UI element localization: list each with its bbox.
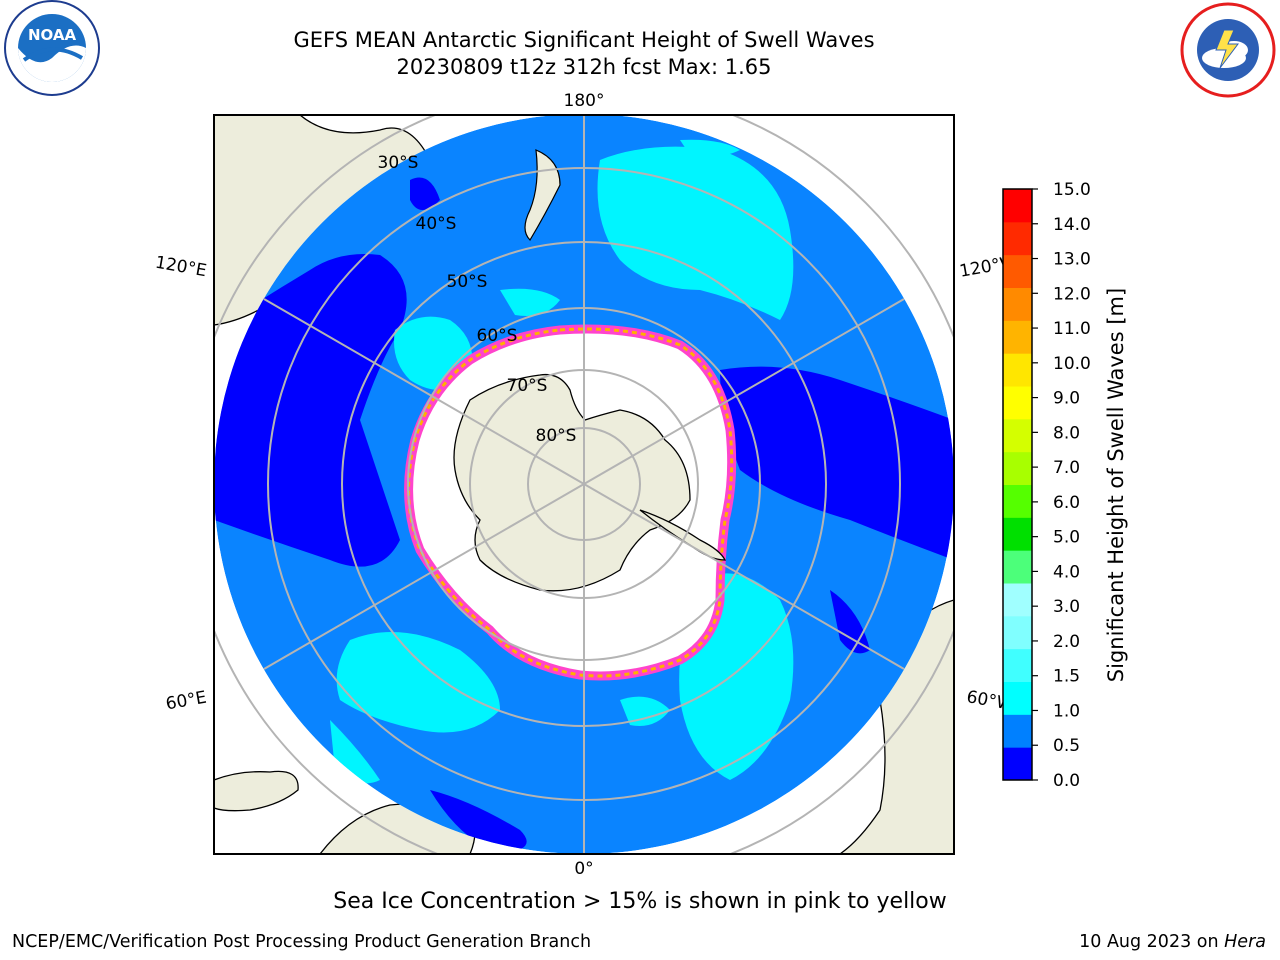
low-swell-pacific-sector — [720, 366, 954, 560]
colorbar-tick-label: 2.0 — [1053, 632, 1080, 652]
footer-host: Hera — [1224, 932, 1266, 952]
colorbar-tick-label: 8.0 — [1053, 423, 1080, 443]
lat-label-50s: 50°S — [447, 272, 488, 292]
sea-ice-edge-high — [407, 327, 734, 678]
colorbar-segment — [1003, 254, 1032, 288]
lat-label-40s: 40°S — [416, 214, 457, 234]
mid-swell-south-indian — [336, 632, 500, 733]
map-frame — [213, 114, 955, 855]
new-zealand-land — [524, 149, 561, 241]
colorbar-segment — [1003, 583, 1032, 617]
chart-subtitle: 20230809 t12z 312h fcst Max: 1.65 — [396, 55, 772, 79]
colorbar-segment — [1003, 517, 1032, 551]
colorbar-tick-label: 7.0 — [1053, 458, 1080, 478]
colorbar-tick-label: 13.0 — [1053, 250, 1091, 270]
chart-title: GEFS MEAN Antarctic Significant Height o… — [293, 28, 875, 52]
footer-date: 10 Aug 2023 on Hera — [1079, 932, 1266, 952]
colorbar-segment — [1003, 484, 1032, 518]
noaa-logo-icon: NOAA — [4, 0, 100, 96]
colorbar-tick-label: 6.0 — [1053, 493, 1080, 513]
colorbar-segment — [1003, 550, 1032, 584]
lon-label-180: 180° — [564, 91, 605, 111]
footer-date-text: 10 Aug 2023 on — [1079, 932, 1225, 952]
colorbar-segment — [1003, 714, 1032, 748]
colorbar-segment — [1003, 287, 1032, 321]
lon-label-60e: 60°E — [164, 688, 208, 715]
footer-branch: NCEP/EMC/Verification Post Processing Pr… — [12, 932, 592, 952]
sea-ice-note: Sea Ice Concentration > 15% is shown in … — [333, 889, 947, 914]
colorbar-segment — [1003, 353, 1032, 387]
nws-logo-icon — [1180, 2, 1276, 98]
colorbar-segment — [1003, 747, 1032, 781]
colorbar-segment — [1003, 386, 1032, 420]
colorbar-tick-label: 1.5 — [1053, 667, 1080, 687]
colorbar-segment — [1003, 189, 1032, 223]
colorbar-frame — [1002, 188, 1033, 781]
antarctica-land — [453, 373, 691, 592]
graticule — [214, 115, 954, 854]
colorbar-tick-label: 0.5 — [1053, 736, 1080, 756]
colorbar-tick-label: 15.0 — [1053, 180, 1091, 200]
lat-label-80s: 80°S — [536, 426, 577, 446]
low-swell-indian-ocean — [214, 254, 407, 567]
colorbar-tick-label: 4.0 — [1053, 562, 1080, 582]
colorbar-tick-label: 3.0 — [1053, 597, 1080, 617]
mid-swell-pacific — [597, 146, 794, 320]
colorbar-segment — [1003, 320, 1032, 354]
lat-label-30s: 30°S — [378, 153, 419, 173]
colorbar-segment — [1003, 681, 1032, 715]
colorbar-tick-label: 9.0 — [1053, 389, 1080, 409]
colorbar-tick-label: 1.0 — [1053, 701, 1080, 721]
colorbar-segment — [1003, 418, 1032, 453]
madagascar-land — [214, 770, 299, 812]
colorbar-segment — [1003, 221, 1032, 256]
lon-label-120e: 120°E — [154, 253, 208, 282]
colorbar-segment — [1003, 648, 1032, 682]
lon-label-0: 0° — [574, 859, 593, 879]
lat-label-60s: 60°S — [477, 326, 518, 346]
lat-label-70s: 70°S — [507, 376, 548, 396]
svg-text:NOAA: NOAA — [28, 26, 77, 44]
colorbar: 0.0 0.5 1.0 1.5 2.0 3.0 4.0 5.0 6.0 7.0 8.0 9.0 10.0… — [1002, 180, 1091, 791]
colorbar-tick-label: 11.0 — [1053, 319, 1091, 339]
colorbar-title: Significant Height of Swell Waves [m] — [1104, 288, 1128, 682]
colorbar-segment — [1003, 451, 1032, 485]
colorbar-tick-label: 0.0 — [1053, 771, 1080, 791]
colorbar-tick-label: 12.0 — [1053, 284, 1091, 304]
colorbar-segment — [1003, 615, 1032, 650]
colorbar-tick-label: 14.0 — [1053, 215, 1091, 235]
colorbar-tick-label: 10.0 — [1053, 354, 1091, 374]
colorbar-tick-label: 5.0 — [1053, 528, 1080, 548]
